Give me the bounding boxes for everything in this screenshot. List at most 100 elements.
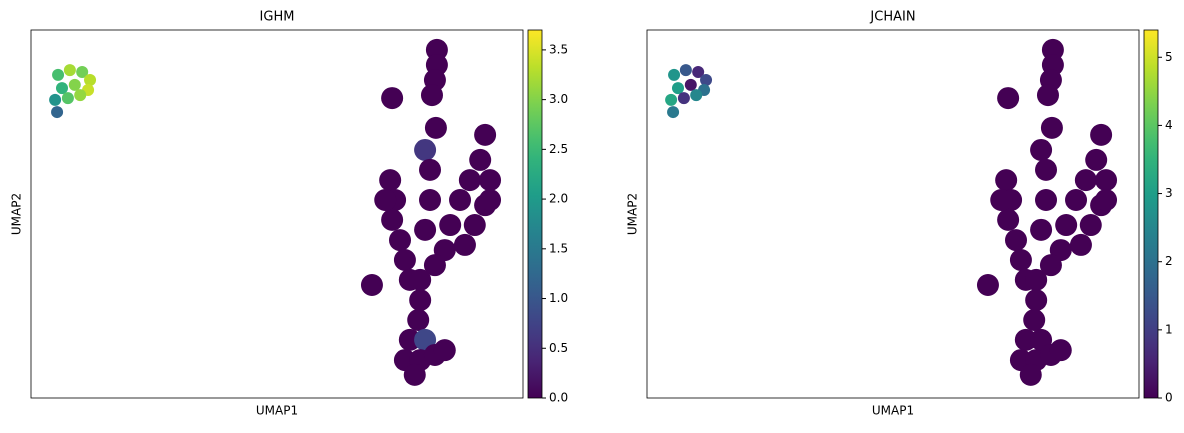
point: [1040, 116, 1063, 139]
point: [52, 68, 65, 81]
point: [997, 87, 1020, 110]
point: [419, 189, 442, 212]
point: [409, 289, 432, 312]
point: [479, 169, 502, 192]
point: [414, 138, 437, 161]
point: [665, 93, 678, 106]
point: [1014, 328, 1037, 351]
point: [458, 169, 481, 192]
point: [449, 189, 472, 212]
point: [1055, 214, 1078, 237]
colorbar-tick-label: 2.5: [549, 142, 568, 156]
point: [1019, 363, 1042, 386]
point: [1095, 169, 1118, 192]
colorbar-tick-label: 1.0: [549, 291, 568, 305]
point: [1049, 339, 1072, 362]
point: [420, 84, 443, 107]
point: [1025, 268, 1048, 291]
point: [414, 218, 437, 241]
point: [360, 274, 383, 297]
point: [1036, 84, 1059, 107]
point: [1023, 308, 1046, 331]
panel: JCHAIN UMAP1 UMAP2 0 1 2 3 4 5: [626, 10, 1173, 418]
point: [407, 308, 430, 331]
point: [990, 189, 1013, 212]
colorbar-tick-label: 2.0: [549, 192, 568, 206]
colorbar-tick-label: 1.5: [549, 241, 568, 255]
x-axis-label: UMAP1: [256, 404, 298, 418]
colorbar-tick-label: 5: [1165, 50, 1173, 64]
colorbar-tick-label: 3.0: [549, 92, 568, 106]
point: [976, 274, 999, 297]
colorbar: [1143, 29, 1159, 399]
point: [381, 208, 404, 231]
point: [389, 229, 411, 252]
colorbar: [527, 29, 543, 399]
point: [679, 64, 692, 77]
point: [474, 123, 497, 146]
point: [1074, 169, 1097, 192]
point: [469, 148, 492, 171]
point: [668, 68, 681, 81]
panel: IGHM UMAP1 UMAP2 0.0 0.5 1.0 1.5 2.0 2.5 3.0 3.5: [10, 10, 569, 418]
point: [84, 74, 97, 87]
point: [49, 93, 62, 106]
point: [398, 328, 421, 351]
point: [74, 89, 87, 102]
y-axis-label: UMAP2: [10, 193, 24, 235]
colorbar-tick-label: 4: [1165, 118, 1173, 132]
point: [1039, 254, 1062, 277]
point: [381, 87, 404, 110]
point: [1065, 189, 1088, 212]
point: [68, 78, 81, 91]
point: [1079, 214, 1102, 237]
point: [433, 339, 456, 362]
colorbar-tick-label: 0: [1165, 391, 1173, 405]
colorbar-tick-label: 3.5: [549, 42, 568, 56]
point: [997, 208, 1020, 231]
point: [1069, 233, 1092, 256]
chart-title: JCHAIN: [869, 10, 915, 25]
point: [667, 106, 680, 119]
point: [425, 38, 448, 61]
point: [63, 64, 76, 77]
point: [379, 169, 402, 192]
point: [419, 158, 442, 181]
point: [1030, 218, 1053, 241]
colorbar-tick-label: 0.0: [549, 391, 568, 405]
point: [1041, 38, 1064, 61]
colorbar-tick-label: 3: [1165, 186, 1173, 200]
point: [409, 268, 432, 291]
colorbar-tick-label: 2: [1165, 254, 1173, 268]
point: [1095, 189, 1118, 212]
point: [76, 65, 89, 78]
chart-title: IGHM: [260, 10, 295, 25]
point: [684, 78, 697, 91]
point: [61, 92, 74, 105]
point: [463, 214, 486, 237]
point: [439, 214, 462, 237]
y-axis-label: UMAP2: [626, 193, 640, 235]
point: [479, 189, 502, 212]
point: [1090, 123, 1113, 146]
point: [1085, 148, 1108, 171]
point: [690, 89, 703, 102]
point: [671, 82, 684, 95]
point: [374, 189, 397, 212]
plot-frame: [646, 29, 1140, 399]
point: [692, 65, 705, 78]
point: [423, 254, 446, 277]
point: [677, 92, 690, 105]
point: [995, 169, 1018, 192]
point: [393, 249, 416, 271]
point: [1025, 289, 1048, 312]
colorbar-tick-label: 1: [1165, 322, 1173, 336]
point: [1009, 249, 1032, 271]
colorbar-tick-label: 0.5: [549, 341, 568, 355]
point: [1030, 138, 1053, 161]
point: [700, 74, 713, 87]
point: [55, 82, 68, 95]
point: [403, 363, 426, 386]
point: [51, 106, 64, 119]
